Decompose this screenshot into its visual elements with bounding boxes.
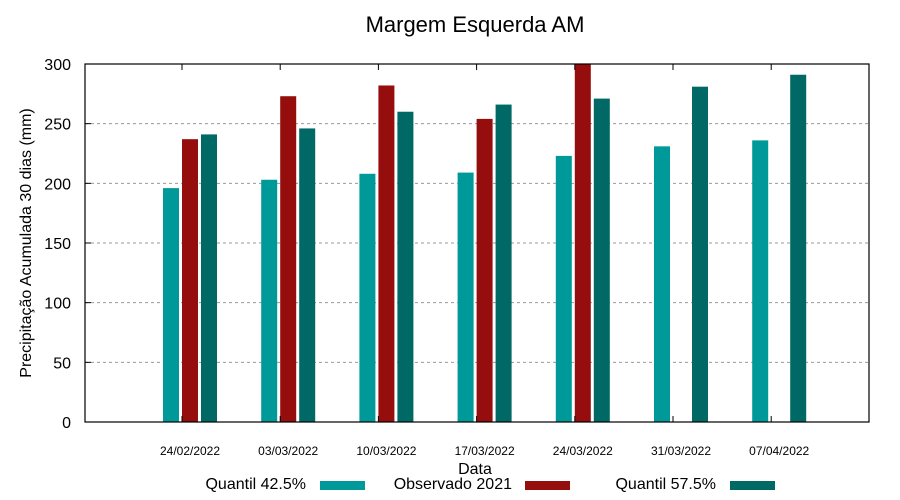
bar-quantil-42-5-: [359, 173, 376, 422]
bar-quantil-42-5-: [555, 155, 572, 423]
legend-swatch: [320, 481, 365, 490]
x-axis-ticks: 24/02/2022 03/03/2022 10/03/2022 17/03/2022…: [160, 64, 810, 458]
y-axis-label: Precipitação Acumulada 30 dias (mm): [18, 108, 35, 377]
y-tick-label: 150: [44, 236, 71, 253]
bar-quantil-57-5-: [692, 86, 708, 422]
bar-quantil-42-5-: [752, 140, 769, 422]
y-tick-label: 300: [44, 57, 71, 74]
x-tick-label: 10/03/2022: [356, 444, 416, 458]
bars: [163, 64, 807, 423]
bar-quantil-42-5-: [261, 179, 278, 422]
legend: Quantil 42.5% Observado 2021 Quantil 57.5%: [205, 476, 775, 493]
chart-title: Margem Esquerda AM: [366, 12, 585, 37]
legend-label: Observado 2021: [394, 476, 512, 493]
x-tick-label: 24/03/2022: [553, 444, 613, 458]
bar-quantil-57-5-: [201, 134, 217, 422]
x-tick-label: 03/03/2022: [258, 444, 318, 458]
bar-observado-2021: [182, 139, 198, 422]
bar-observado-2021: [280, 96, 297, 422]
bar-observado-2021: [378, 85, 395, 422]
y-tick-label: 100: [44, 296, 71, 313]
legend-label: Quantil 57.5%: [615, 476, 716, 493]
x-tick-label: 31/03/2022: [651, 444, 711, 458]
bar-observado-2021: [476, 118, 493, 422]
legend-label: Quantil 42.5%: [205, 476, 306, 493]
bar-quantil-57-5-: [397, 111, 414, 422]
bar-quantil-42-5-: [457, 172, 474, 422]
bar-observado-2021: [574, 64, 591, 422]
bar-quantil-57-5-: [790, 74, 807, 423]
y-tick-label: 200: [44, 176, 71, 193]
bar-quantil-57-5-: [495, 104, 512, 422]
bar-quantil-42-5-: [163, 188, 179, 422]
legend-swatch: [525, 481, 570, 490]
bar-quantil-57-5-: [593, 98, 610, 423]
x-tick-label: 24/02/2022: [160, 444, 220, 458]
y-axis-ticks: 0 50 100 150 200 250 300: [44, 57, 91, 432]
y-tick-label: 0: [62, 415, 71, 432]
bar-quantil-42-5-: [654, 146, 670, 422]
x-tick-label: 17/03/2022: [455, 444, 515, 458]
y-tick-label: 50: [53, 355, 71, 372]
y-tick-label: 250: [44, 117, 71, 134]
x-axis-label: Data: [458, 461, 492, 478]
bar-quantil-57-5-: [299, 128, 316, 422]
legend-swatch: [730, 481, 775, 490]
x-tick-label: 07/04/2022: [749, 444, 809, 458]
